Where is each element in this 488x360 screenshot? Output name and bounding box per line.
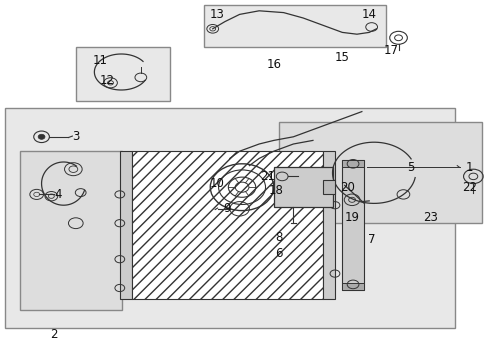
Text: 17: 17	[383, 44, 398, 57]
Bar	[342, 160, 364, 290]
Bar	[322, 151, 334, 299]
Bar	[132, 151, 322, 299]
Text: 2: 2	[50, 328, 58, 341]
Text: 15: 15	[334, 51, 349, 64]
Bar	[273, 167, 332, 207]
Text: 20: 20	[339, 181, 354, 194]
Bar	[5, 108, 454, 328]
Bar	[322, 180, 334, 194]
Text: 22: 22	[461, 181, 476, 194]
Circle shape	[38, 134, 45, 139]
Bar	[20, 151, 122, 310]
Text: 9: 9	[223, 202, 231, 215]
Text: 11: 11	[93, 54, 107, 67]
Text: 23: 23	[422, 211, 437, 224]
Text: 16: 16	[266, 58, 281, 71]
Text: 5: 5	[406, 161, 414, 174]
Text: 1: 1	[465, 161, 472, 174]
Text: 21: 21	[260, 170, 275, 183]
Text: 19: 19	[344, 211, 359, 224]
Bar	[120, 151, 132, 299]
Bar	[76, 47, 170, 101]
Text: 7: 7	[367, 233, 375, 246]
Text: 4: 4	[54, 188, 61, 201]
Text: 8: 8	[274, 231, 282, 244]
Bar	[342, 160, 364, 167]
Text: 14: 14	[361, 8, 376, 21]
Text: 6: 6	[274, 247, 282, 260]
Text: 13: 13	[210, 8, 224, 21]
Bar	[342, 283, 364, 290]
Text: 12: 12	[100, 75, 115, 87]
Text: 10: 10	[210, 177, 224, 190]
Bar	[204, 5, 386, 47]
Text: 3: 3	[72, 130, 80, 143]
Text: 18: 18	[268, 184, 283, 197]
Bar	[278, 122, 481, 223]
